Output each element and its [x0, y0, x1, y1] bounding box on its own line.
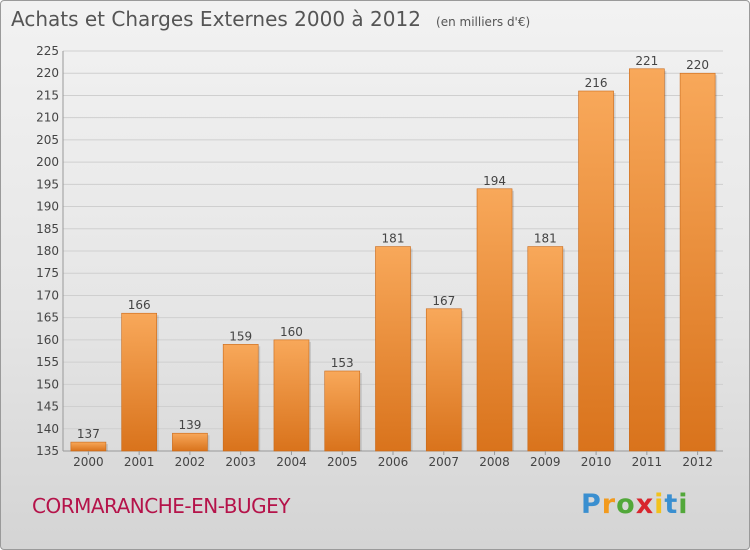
- bar: [476, 188, 513, 452]
- logo-letter: r: [601, 489, 617, 520]
- y-tick-label: 170: [36, 288, 59, 302]
- logo-letter: P: [581, 489, 602, 520]
- x-tick-label: 2009: [530, 455, 561, 469]
- x-tick-label: 2011: [632, 455, 663, 469]
- data-label: 221: [635, 54, 658, 68]
- bar: [578, 90, 614, 452]
- x-tick-label: 2003: [225, 455, 256, 469]
- logo-letter: t: [664, 489, 679, 520]
- x-tick-label: 2006: [378, 455, 409, 469]
- y-tick-label: 195: [36, 177, 59, 191]
- data-label: 216: [585, 76, 608, 90]
- proxiti-logo: Proxiti: [581, 489, 689, 520]
- bar: [324, 370, 361, 452]
- logo-letter: o: [616, 489, 636, 520]
- y-tick-label: 160: [36, 333, 59, 347]
- bar: [172, 432, 208, 452]
- x-tick-label: 2002: [175, 455, 206, 469]
- data-label: 160: [280, 325, 303, 339]
- logo-letter: i: [678, 489, 689, 520]
- y-axis-ticks: 135 140 145 150 155 160 165 170 175 180 185 190 195 2…: [36, 44, 59, 458]
- y-tick-label: 210: [36, 111, 59, 125]
- bar: [679, 72, 716, 452]
- y-tick-label: 140: [36, 422, 59, 436]
- x-tick-label: 2005: [327, 455, 358, 469]
- data-label: 167: [432, 294, 455, 308]
- data-labels: 137 166 139 159 160 153 181 167 194 181 216 221 220: [77, 54, 709, 441]
- y-tick-label: 225: [36, 44, 59, 58]
- location-label: CORMARANCHE-EN-BUGEY: [32, 494, 290, 518]
- chart-title: Achats et Charges Externes 2000 à 2012: [11, 7, 421, 31]
- x-tick-label: 2000: [73, 455, 104, 469]
- y-tick-label: 205: [36, 133, 59, 147]
- bar-chart: 135 140 145 150 155 160 165 170 175 180 185 190 195 2…: [36, 44, 723, 469]
- data-label: 194: [483, 174, 506, 188]
- data-label: 139: [178, 418, 201, 432]
- x-tick-label: 2001: [124, 455, 155, 469]
- y-tick-label: 175: [36, 266, 59, 280]
- bar: [121, 312, 157, 452]
- bar: [375, 246, 411, 452]
- y-tick-label: 165: [36, 311, 59, 325]
- y-tick-label: 215: [36, 88, 59, 102]
- y-tick-label: 155: [36, 355, 59, 369]
- data-label: 166: [128, 298, 151, 312]
- data-label: 153: [331, 356, 354, 370]
- data-label: 220: [686, 58, 709, 72]
- x-tick-label: 2004: [276, 455, 307, 469]
- y-tick-label: 185: [36, 222, 59, 236]
- logo-letter: i: [654, 489, 665, 520]
- data-label: 159: [229, 329, 252, 343]
- y-tick-label: 135: [36, 444, 59, 458]
- x-tick-label: 2008: [479, 455, 510, 469]
- data-label: 181: [382, 232, 405, 246]
- bar: [629, 68, 665, 452]
- bars: [70, 68, 718, 452]
- logo-letter: x: [635, 489, 655, 520]
- bar: [222, 344, 259, 452]
- x-tick-label: 2007: [428, 455, 459, 469]
- y-tick-label: 180: [36, 244, 59, 258]
- data-label: 137: [77, 427, 100, 441]
- x-tick-label: 2010: [581, 455, 612, 469]
- x-axis-ticks: 2000 2001 2002 2003 2004 2005 2006 2007 2008 2009…: [73, 451, 713, 469]
- y-tick-label: 220: [36, 66, 59, 80]
- bar: [527, 246, 564, 452]
- y-tick-label: 190: [36, 200, 59, 214]
- y-tick-label: 145: [36, 400, 59, 414]
- bar: [425, 308, 462, 452]
- title-row: Achats et Charges Externes 2000 à 2012 (…: [11, 7, 530, 31]
- data-label: 181: [534, 232, 557, 246]
- chart-subtitle: (en milliers d'€): [436, 15, 531, 29]
- y-tick-label: 150: [36, 377, 59, 391]
- bar: [70, 441, 107, 452]
- y-tick-label: 200: [36, 155, 59, 169]
- bar: [273, 339, 310, 452]
- x-tick-label: 2012: [682, 455, 713, 469]
